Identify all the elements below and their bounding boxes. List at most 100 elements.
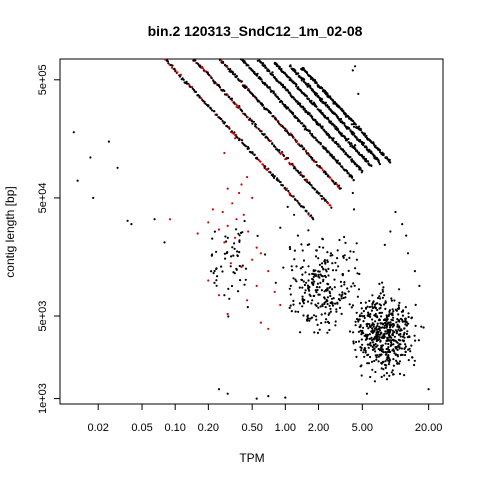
- data-point: [365, 146, 368, 149]
- data-point: [352, 179, 355, 182]
- data-point: [374, 312, 377, 316]
- data-point: [241, 139, 244, 142]
- data-point: [427, 388, 430, 391]
- data-point: [390, 297, 393, 300]
- data-point: [223, 121, 226, 124]
- data-point: [414, 303, 417, 306]
- data-point: [364, 349, 367, 352]
- data-point: [299, 267, 302, 270]
- data-point: [306, 319, 309, 322]
- data-point: [395, 309, 398, 312]
- data-point: [329, 252, 333, 255]
- data-point: [170, 66, 174, 69]
- data-point: [399, 343, 402, 346]
- data-point: [305, 210, 308, 213]
- data-point: [274, 146, 277, 149]
- data-point: [279, 303, 282, 307]
- data-point: [226, 187, 229, 190]
- data-point: [194, 90, 198, 93]
- data-point: [228, 297, 231, 300]
- data-point: [326, 92, 329, 95]
- data-point: [389, 339, 392, 342]
- data-point: [328, 328, 331, 332]
- data-point: [231, 71, 235, 74]
- data-point: [383, 326, 386, 329]
- data-point: [223, 252, 226, 255]
- data-point: [302, 206, 306, 209]
- data-point: [167, 62, 170, 65]
- data-point: [255, 74, 259, 77]
- data-point: [376, 296, 380, 300]
- data-point: [378, 163, 381, 166]
- data-point: [309, 132, 312, 135]
- data-point: [269, 171, 272, 174]
- data-point: [288, 287, 291, 290]
- data-point: [296, 199, 299, 203]
- data-point: [338, 306, 342, 309]
- data-point: [350, 123, 353, 126]
- data-point: [376, 333, 380, 336]
- data-point: [376, 331, 379, 334]
- data-point: [374, 350, 377, 353]
- data-point: [355, 340, 358, 344]
- data-point: [308, 153, 311, 156]
- data-point: [330, 206, 333, 209]
- data-point: [409, 350, 412, 353]
- data-point: [366, 322, 369, 325]
- data-point: [255, 126, 258, 129]
- data-point: [301, 265, 304, 269]
- data-point: [305, 149, 308, 152]
- data-point: [374, 342, 377, 346]
- data-point: [378, 336, 381, 339]
- data-point: [381, 290, 384, 293]
- data-point: [317, 306, 320, 309]
- data-point: [174, 69, 177, 72]
- data-point: [211, 109, 214, 112]
- data-point: [305, 71, 309, 74]
- data-point: [413, 359, 416, 362]
- data-point: [237, 290, 240, 293]
- data-point: [329, 310, 332, 313]
- data-point: [330, 297, 334, 300]
- data-point: [192, 59, 195, 62]
- data-point: [289, 77, 292, 80]
- data-point: [298, 203, 301, 206]
- data-point: [336, 159, 339, 162]
- data-point: [338, 238, 341, 242]
- data-point: [352, 331, 355, 334]
- data-point: [315, 286, 319, 289]
- data-point: [227, 287, 230, 290]
- data-point: [392, 310, 395, 313]
- data-point: [341, 166, 344, 169]
- data-point: [405, 332, 408, 336]
- data-point: [406, 252, 410, 255]
- data-point: [287, 157, 290, 160]
- data-point: [323, 302, 326, 305]
- data-point: [284, 396, 287, 399]
- data-point: [369, 375, 372, 379]
- data-point: [315, 160, 318, 164]
- data-point: [406, 330, 409, 333]
- data-point: [312, 314, 316, 317]
- data-point: [378, 325, 381, 328]
- data-point: [329, 204, 332, 207]
- data-point: [287, 132, 290, 135]
- data-point: [229, 68, 232, 71]
- data-point: [375, 358, 378, 361]
- data-point: [331, 262, 334, 265]
- data-point: [241, 264, 244, 267]
- data-point: [310, 316, 314, 319]
- data-point: [385, 318, 388, 321]
- data-point: [373, 359, 376, 363]
- data-point: [320, 265, 324, 268]
- data-point: [388, 326, 392, 329]
- data-point: [306, 179, 309, 182]
- data-point: [354, 144, 357, 147]
- data-point: [315, 82, 318, 85]
- data-point: [315, 291, 318, 294]
- data-point: [348, 330, 352, 333]
- data-point: [354, 267, 357, 270]
- data-point: [327, 118, 330, 121]
- data-point: [314, 188, 317, 191]
- data-point: [366, 362, 369, 365]
